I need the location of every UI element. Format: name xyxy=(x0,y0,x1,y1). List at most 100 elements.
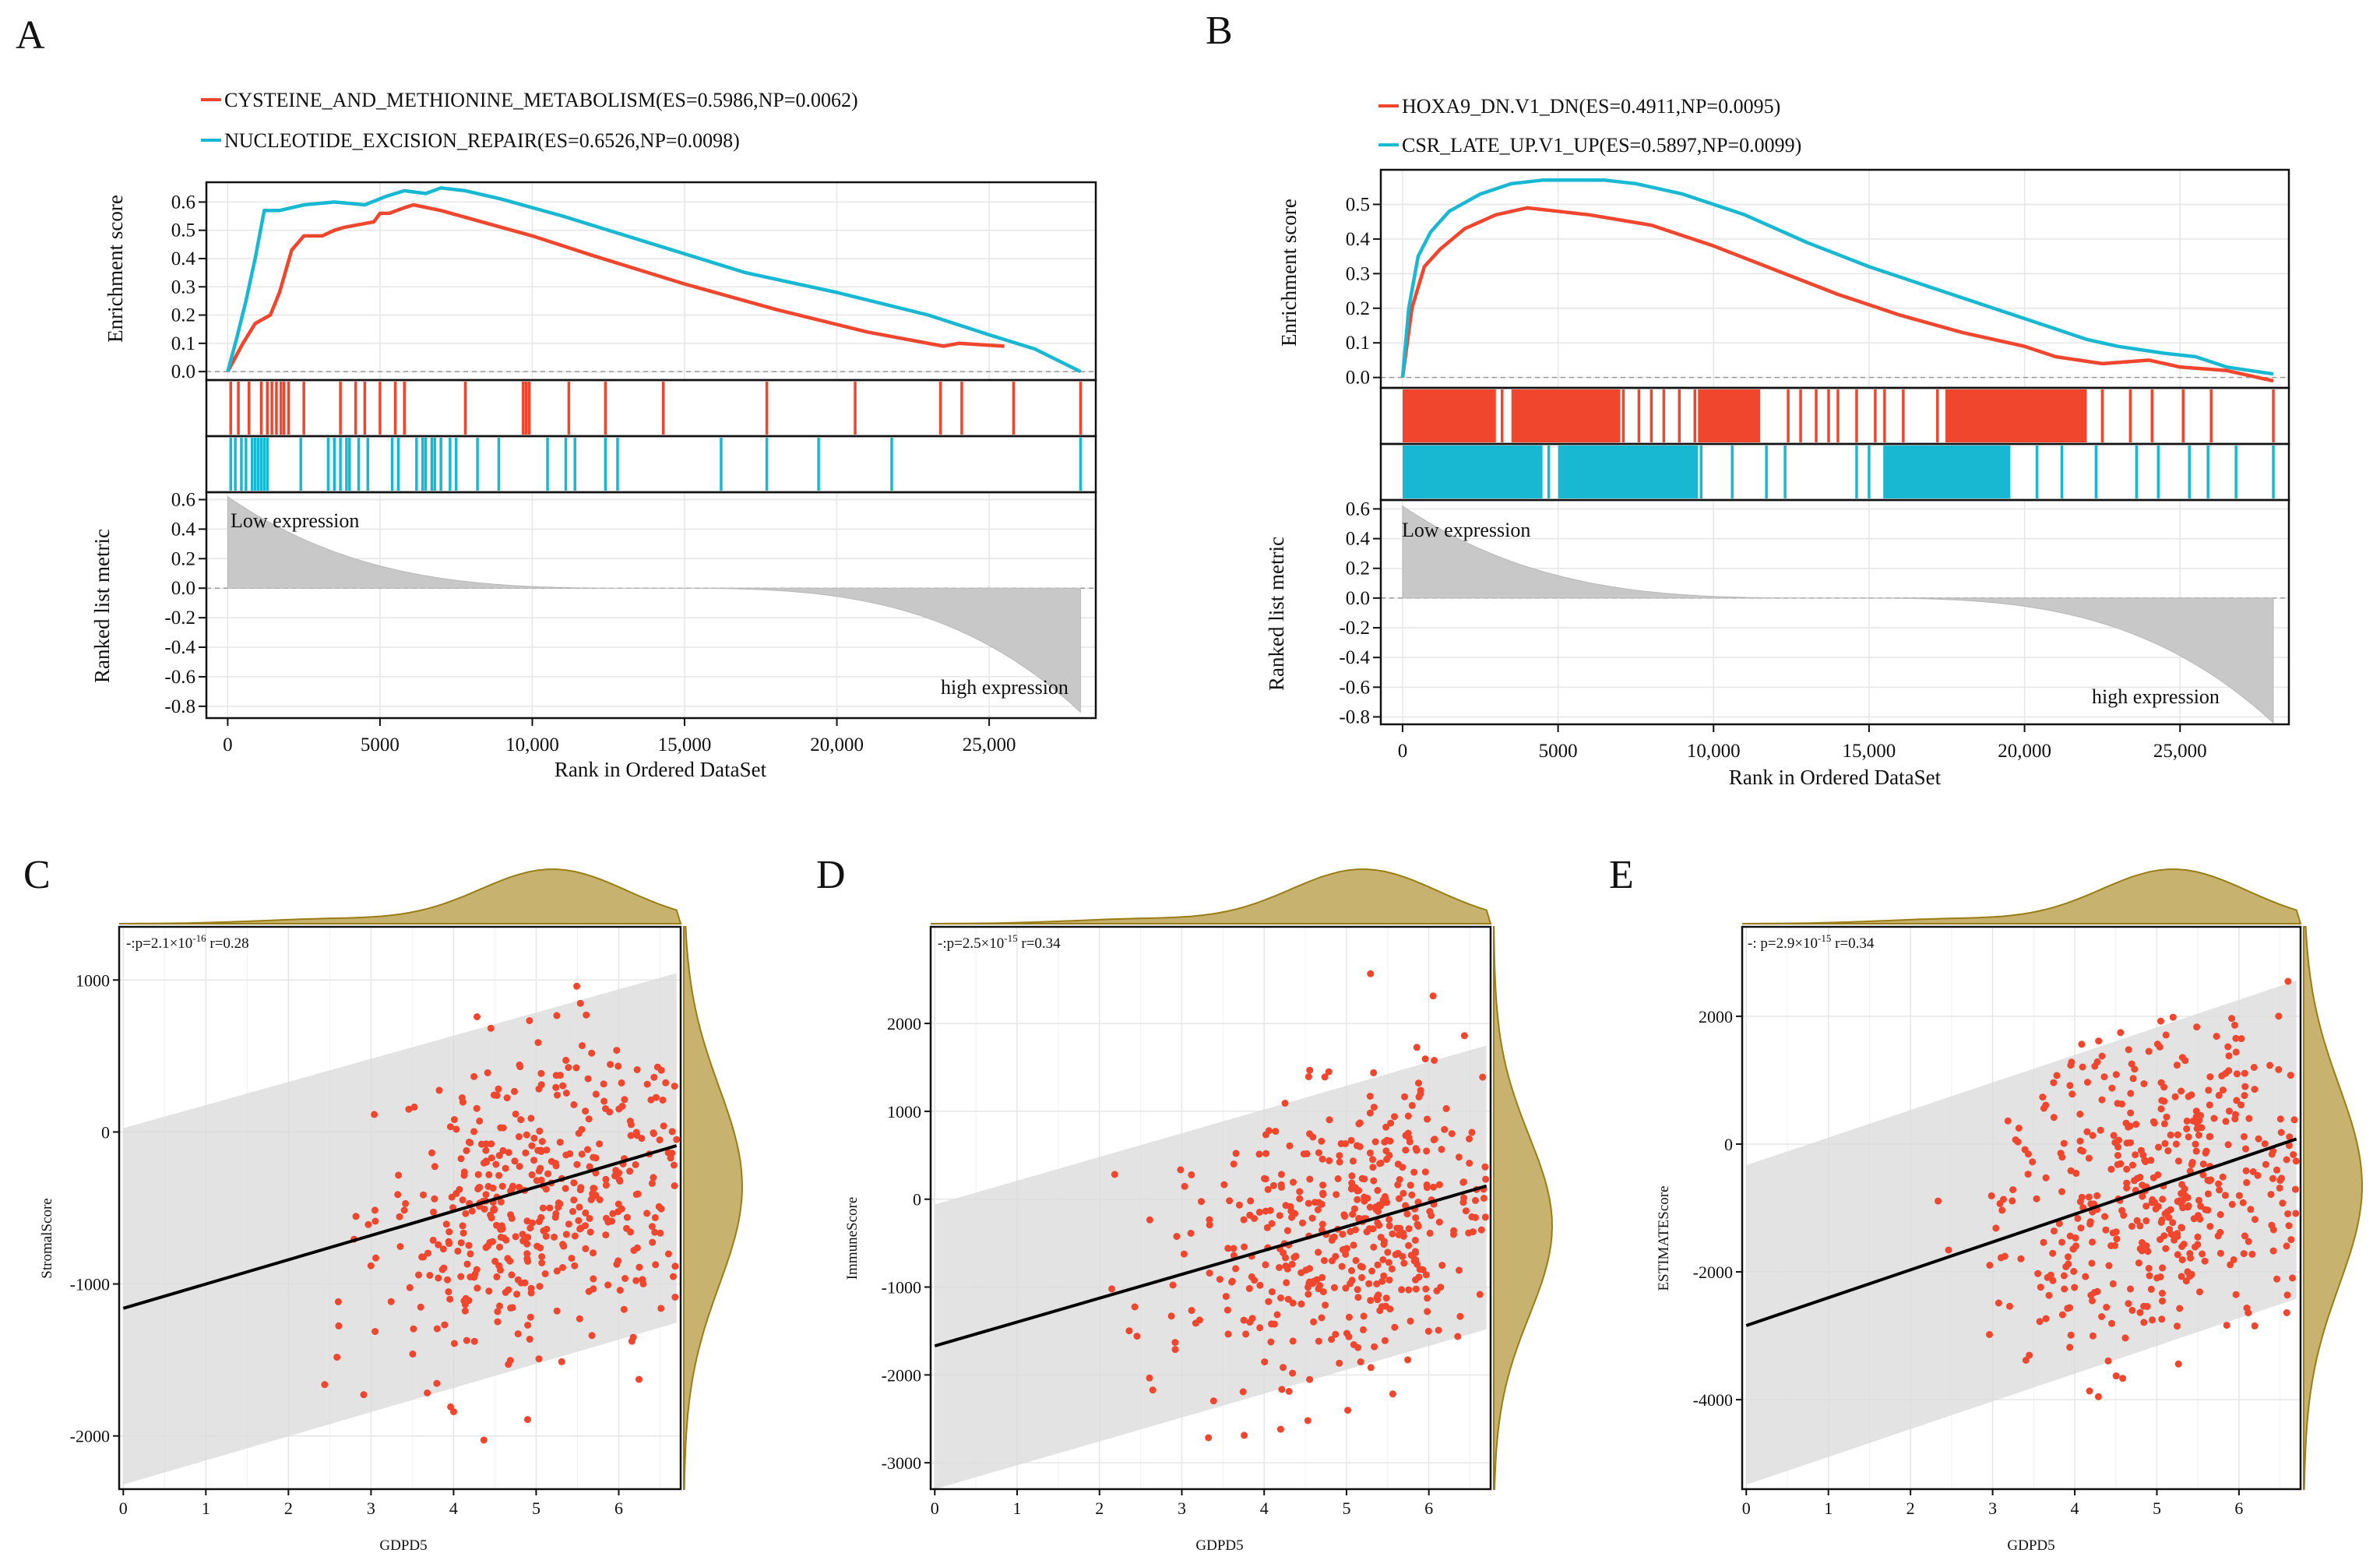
scatter-point xyxy=(1477,1226,1485,1234)
scatter-point xyxy=(1316,1282,1324,1290)
y-tick-label: 0.2 xyxy=(171,305,195,326)
x-tick-label: 2 xyxy=(1906,1498,1915,1518)
scatter-point xyxy=(1277,1294,1284,1301)
scatter-point xyxy=(474,1013,481,1020)
scatter-point xyxy=(1340,1211,1348,1219)
scatter-point xyxy=(400,1206,408,1214)
marginal-density-top xyxy=(1741,868,2302,924)
scatter-point xyxy=(2009,1197,2016,1205)
scatter-point xyxy=(2230,1256,2237,1263)
scatter-point xyxy=(540,1227,547,1234)
y-tick-label: -2000 xyxy=(70,1427,110,1446)
scatter-point xyxy=(2167,1131,2174,1139)
scatter-plot-c: 0 1 2 3 4 5 6 -2000 -1000 0 1000 -:p=2.1×10-16 r=0… xyxy=(39,868,744,1553)
scatter-point xyxy=(2279,1199,2287,1207)
scatter-point xyxy=(1367,1297,1375,1305)
scatter-point xyxy=(2089,1332,2097,1340)
scatter-point xyxy=(647,1096,655,1104)
scatter-point xyxy=(2098,1313,2106,1320)
scatter-point xyxy=(1267,1338,1275,1346)
scatter-point xyxy=(372,1254,379,1262)
scatter-point xyxy=(1291,1210,1299,1217)
scatter-point xyxy=(1405,1134,1413,1142)
scatter-point xyxy=(2104,1357,2112,1365)
scatter-point xyxy=(534,1039,542,1047)
scatter-point xyxy=(633,1066,641,1073)
scatter-point xyxy=(435,1241,442,1248)
scatter-point xyxy=(1262,1131,1269,1139)
scatter-point xyxy=(1359,1326,1367,1333)
y-tick-label: 0.6 xyxy=(1346,498,1370,519)
x-tick-label: 25,000 xyxy=(2153,741,2207,762)
y-tick-label: 0 xyxy=(913,1190,921,1210)
scatter-point xyxy=(470,1128,478,1136)
scatter-point xyxy=(1413,1044,1421,1051)
scatter-point xyxy=(1426,1229,1434,1237)
scatter-point xyxy=(1239,1388,1247,1396)
scatter-point xyxy=(2083,1128,2091,1136)
scatter-point xyxy=(509,1304,516,1312)
scatter-point xyxy=(2160,1097,2168,1105)
scatter-point xyxy=(535,1167,543,1174)
scatter-point xyxy=(2047,1271,2054,1279)
y-tick-label: 0.4 xyxy=(171,248,196,269)
scatter-point xyxy=(657,1205,665,1213)
scatter-point xyxy=(2125,1046,2132,1054)
y-tick-label: 0 xyxy=(101,1122,110,1142)
scatter-point xyxy=(2138,1247,2146,1255)
scatter-point xyxy=(474,1171,482,1178)
scatter-point xyxy=(587,1196,595,1203)
x-tick-label: 0 xyxy=(119,1498,128,1518)
scatter-point xyxy=(558,1358,565,1365)
scatter-point xyxy=(1125,1327,1133,1335)
scatter-point xyxy=(1242,1330,1250,1338)
scatter-point xyxy=(1349,1157,1357,1165)
scatter-point xyxy=(2072,1234,2079,1241)
scatter-point xyxy=(2042,1315,2050,1322)
hit-barcodes xyxy=(1402,389,2275,498)
scatter-point xyxy=(1404,1112,1412,1120)
scatter-point xyxy=(2284,977,2292,985)
scatter-point xyxy=(1338,1262,1346,1270)
metric-axis-label: Ranked list metric xyxy=(1265,537,1288,691)
scatter-point xyxy=(620,1305,628,1313)
scatter-point xyxy=(1410,1168,1418,1176)
x-tick-label: 1 xyxy=(1824,1498,1833,1518)
scatter-point xyxy=(2235,1192,2243,1199)
scatter-point xyxy=(639,1276,646,1284)
scatter-point xyxy=(2156,1236,2164,1243)
scatter-point xyxy=(2173,1062,2181,1069)
scatter-point xyxy=(2174,1131,2181,1139)
scatter-point xyxy=(2051,1227,2058,1235)
scatter-point xyxy=(1382,1123,1390,1131)
x-tick-label: 4 xyxy=(2071,1498,2079,1518)
scatter-point xyxy=(1224,1245,1232,1252)
scatter-point xyxy=(596,1140,604,1148)
scatter-point xyxy=(1169,1281,1177,1289)
panel-frame xyxy=(205,181,1097,382)
scatter-point xyxy=(656,1136,664,1144)
scatter-point xyxy=(2149,1174,2157,1181)
scatter-point xyxy=(494,1318,502,1326)
scatter-point xyxy=(1435,1218,1443,1226)
scatter-point xyxy=(2159,1264,2166,1272)
scatter-point xyxy=(2009,1186,2017,1194)
scatter-point xyxy=(2079,1063,2086,1071)
scatter-point xyxy=(431,1195,438,1203)
scatter-point xyxy=(409,1351,417,1358)
scatter-point xyxy=(2131,1065,2139,1073)
scatter-point xyxy=(1315,1149,1322,1157)
scatter-point xyxy=(512,1233,519,1241)
scatter-point xyxy=(1374,1187,1382,1194)
scatter-point xyxy=(2192,1147,2200,1155)
scatter-point xyxy=(2268,1221,2276,1229)
scatter-point xyxy=(1334,1175,1342,1182)
scatter-point xyxy=(1456,1312,1464,1320)
scatter-point xyxy=(513,1291,521,1298)
scatter-point xyxy=(554,1091,561,1099)
scatter-point xyxy=(2060,1272,2068,1280)
scatter-point xyxy=(1276,1425,1284,1433)
scatter-point xyxy=(1268,1288,1276,1296)
scatter-point xyxy=(1424,1327,1432,1335)
scatter-point xyxy=(562,1056,570,1064)
